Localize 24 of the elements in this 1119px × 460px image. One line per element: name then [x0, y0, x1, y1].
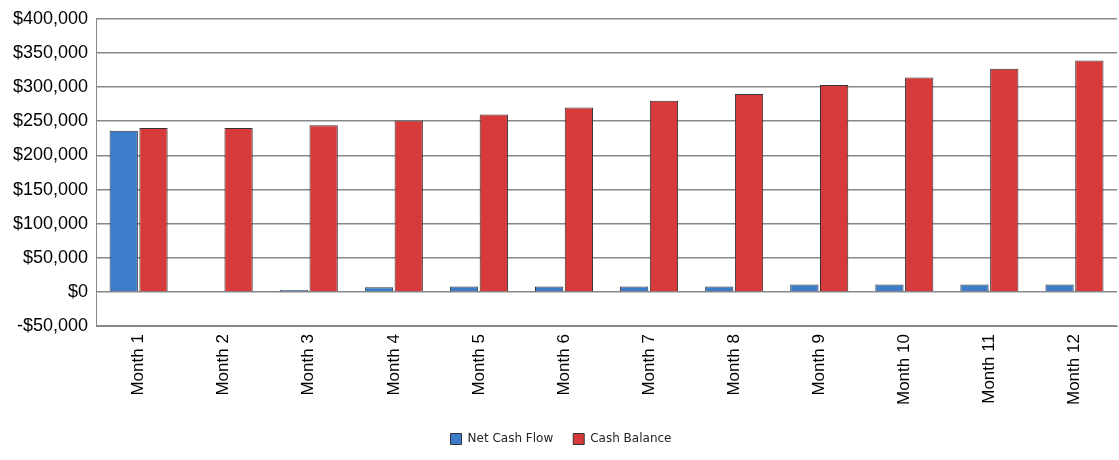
x-tick-label: Month 5: [468, 334, 488, 396]
y-tick-label: $400,000: [13, 7, 89, 28]
y-tick-label: $350,000: [13, 41, 89, 62]
y-tick-label: $300,000: [13, 76, 89, 97]
x-tick-label: Month 7: [638, 334, 658, 396]
x-tick-label: Month 10: [894, 334, 913, 406]
x-tick-label: Month 11: [979, 334, 999, 404]
x-tick-label: Month 8: [723, 334, 743, 396]
x-tick-label: Month 6: [553, 334, 573, 396]
x-tick-label: Month 9: [808, 334, 828, 396]
y-tick-label: $150,000: [13, 178, 89, 199]
y-tick-label: -$50,000: [17, 315, 89, 336]
x-tick-label: Month 3: [298, 334, 318, 396]
x-tick-label: Month 4: [383, 334, 403, 396]
legend-label: Cash Balance: [590, 431, 672, 446]
y-tick-label: $0: [68, 280, 89, 301]
x-tick-label: Month 2: [213, 334, 233, 396]
y-tick-label: $50,000: [23, 246, 89, 267]
x-tick-label: Month 12: [1064, 334, 1084, 406]
x-tick-label: Month 1: [128, 334, 148, 396]
y-tick-label: $200,000: [13, 144, 89, 165]
legend-label: Net Cash Flow: [467, 431, 554, 446]
y-tick-label: $250,000: [13, 110, 89, 131]
y-tick-label: $100,000: [13, 212, 89, 233]
